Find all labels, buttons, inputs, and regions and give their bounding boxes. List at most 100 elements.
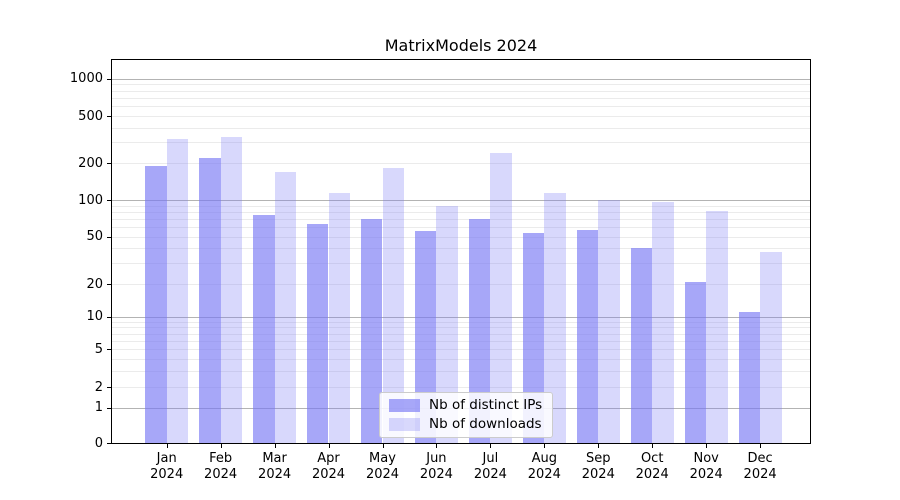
bar-nb-of-downloads-dec xyxy=(760,252,782,443)
legend-swatch-distinct-ips xyxy=(389,398,420,412)
bar-nb-of-distinct-ips-jun xyxy=(414,230,437,443)
y-gridline-minor xyxy=(112,218,810,220)
y-gridline-minor xyxy=(112,387,810,389)
x-tick-label: Dec 2024 xyxy=(743,451,777,482)
legend-item-downloads: Nb of downloads xyxy=(389,417,542,431)
bar-nb-of-downloads-feb xyxy=(220,137,243,443)
bar-nb-of-downloads-sep xyxy=(598,200,620,443)
bar-nb-of-downloads-aug xyxy=(544,193,566,443)
bar-nb-of-distinct-ips-feb xyxy=(199,158,221,443)
bar-nb-of-downloads-apr xyxy=(328,193,351,443)
y-tick xyxy=(107,443,111,444)
y-gridline-minor xyxy=(112,127,810,129)
y-tick xyxy=(107,387,111,389)
x-tick xyxy=(706,444,708,448)
x-tick xyxy=(652,444,654,448)
chart-title: MatrixModels 2024 xyxy=(384,36,538,55)
y-tick xyxy=(107,116,111,117)
y-gridline-minor xyxy=(112,349,810,351)
y-gridline-minor xyxy=(112,236,810,238)
bar-nb-of-distinct-ips-nov xyxy=(684,281,707,443)
x-tick-label: May 2024 xyxy=(365,451,400,482)
x-tick-label: Oct 2024 xyxy=(635,451,669,482)
legend-label-downloads: Nb of downloads xyxy=(429,416,542,432)
plot-area xyxy=(111,59,811,444)
y-tick-label: 1 xyxy=(94,400,103,416)
y-gridline-minor xyxy=(112,248,810,250)
y-tick-label: 50 xyxy=(86,229,103,245)
y-gridline-minor xyxy=(112,163,810,165)
y-tick xyxy=(107,236,111,238)
x-tick xyxy=(436,444,438,448)
y-gridline-minor xyxy=(112,358,810,360)
y-gridline-minor xyxy=(112,333,810,335)
bar-nb-of-distinct-ips-apr xyxy=(306,223,329,443)
bar-nb-of-distinct-ips-sep xyxy=(576,229,599,443)
y-gridline-minor xyxy=(112,327,810,329)
y-gridline-minor xyxy=(112,321,810,323)
x-tick-label: Mar 2024 xyxy=(258,451,292,482)
x-tick xyxy=(274,444,276,448)
y-tick-label: 100 xyxy=(78,192,103,208)
legend: Nb of distinct IPs Nb of downloads xyxy=(379,392,554,438)
x-tick-label: Jan 2024 xyxy=(150,451,184,482)
x-tick xyxy=(760,444,762,448)
y-tick xyxy=(107,316,111,318)
y-tick-label: 200 xyxy=(78,155,103,171)
x-tick-label: Aug 2024 xyxy=(527,451,561,482)
bar-nb-of-downloads-jan xyxy=(166,139,189,443)
x-tick xyxy=(220,444,222,448)
y-gridline-minor xyxy=(112,284,810,285)
bar-nb-of-downloads-nov xyxy=(706,211,728,443)
x-tick xyxy=(328,444,330,448)
y-tick xyxy=(107,78,111,80)
bar-nb-of-distinct-ips-mar xyxy=(253,214,275,443)
x-tick xyxy=(382,444,384,448)
bar-nb-of-distinct-ips-may xyxy=(360,218,383,443)
y-gridline-minor xyxy=(112,142,810,144)
y-gridline-major xyxy=(112,78,810,80)
bar-nb-of-distinct-ips-jan xyxy=(145,166,167,443)
bar-nb-of-distinct-ips-aug xyxy=(522,232,545,443)
x-tick-label: Jul 2024 xyxy=(473,451,507,482)
y-gridline-major xyxy=(112,316,810,318)
y-gridline-minor xyxy=(112,84,810,86)
x-tick xyxy=(598,444,600,448)
bar-nb-of-distinct-ips-oct xyxy=(630,248,653,443)
bar-nb-of-downloads-may xyxy=(382,168,405,443)
x-tick-label: Jun 2024 xyxy=(419,451,453,482)
y-gridline-minor xyxy=(112,106,810,108)
y-tick xyxy=(107,407,111,409)
y-gridline-minor xyxy=(112,370,810,372)
y-tick xyxy=(107,163,111,165)
y-gridline-minor xyxy=(112,205,810,207)
legend-item-distinct-ips: Nb of distinct IPs xyxy=(389,398,542,412)
x-tick-label: Feb 2024 xyxy=(204,451,238,482)
x-tick-label: Apr 2024 xyxy=(311,451,346,482)
bar-nb-of-downloads-oct xyxy=(652,202,674,443)
y-tick-label: 0 xyxy=(94,435,103,451)
bar-nb-of-downloads-jul xyxy=(490,152,512,443)
bar-nb-of-distinct-ips-jul xyxy=(468,218,491,443)
x-tick xyxy=(166,444,168,448)
bar-nb-of-downloads-mar xyxy=(274,171,297,443)
y-gridline-minor xyxy=(112,97,810,99)
x-tick-label: Sep 2024 xyxy=(581,451,615,482)
y-gridline-minor xyxy=(112,90,810,92)
legend-label-distinct-ips: Nb of distinct IPs xyxy=(429,397,543,413)
y-tick xyxy=(107,349,111,351)
legend-swatch-downloads xyxy=(389,417,420,431)
y-gridline-minor xyxy=(112,340,810,342)
y-gridline-minor xyxy=(112,211,810,213)
y-tick xyxy=(107,284,111,285)
y-gridline-minor xyxy=(112,263,810,265)
y-tick-label: 5 xyxy=(94,341,103,357)
y-gridline-major xyxy=(112,200,810,201)
y-tick xyxy=(107,200,111,201)
y-tick-label: 2 xyxy=(94,379,103,395)
x-tick-label: Nov 2024 xyxy=(689,451,723,482)
y-tick-label: 500 xyxy=(78,108,103,124)
y-tick-label: 1000 xyxy=(69,71,103,86)
bar-nb-of-distinct-ips-dec xyxy=(738,312,761,443)
x-tick xyxy=(544,444,546,448)
